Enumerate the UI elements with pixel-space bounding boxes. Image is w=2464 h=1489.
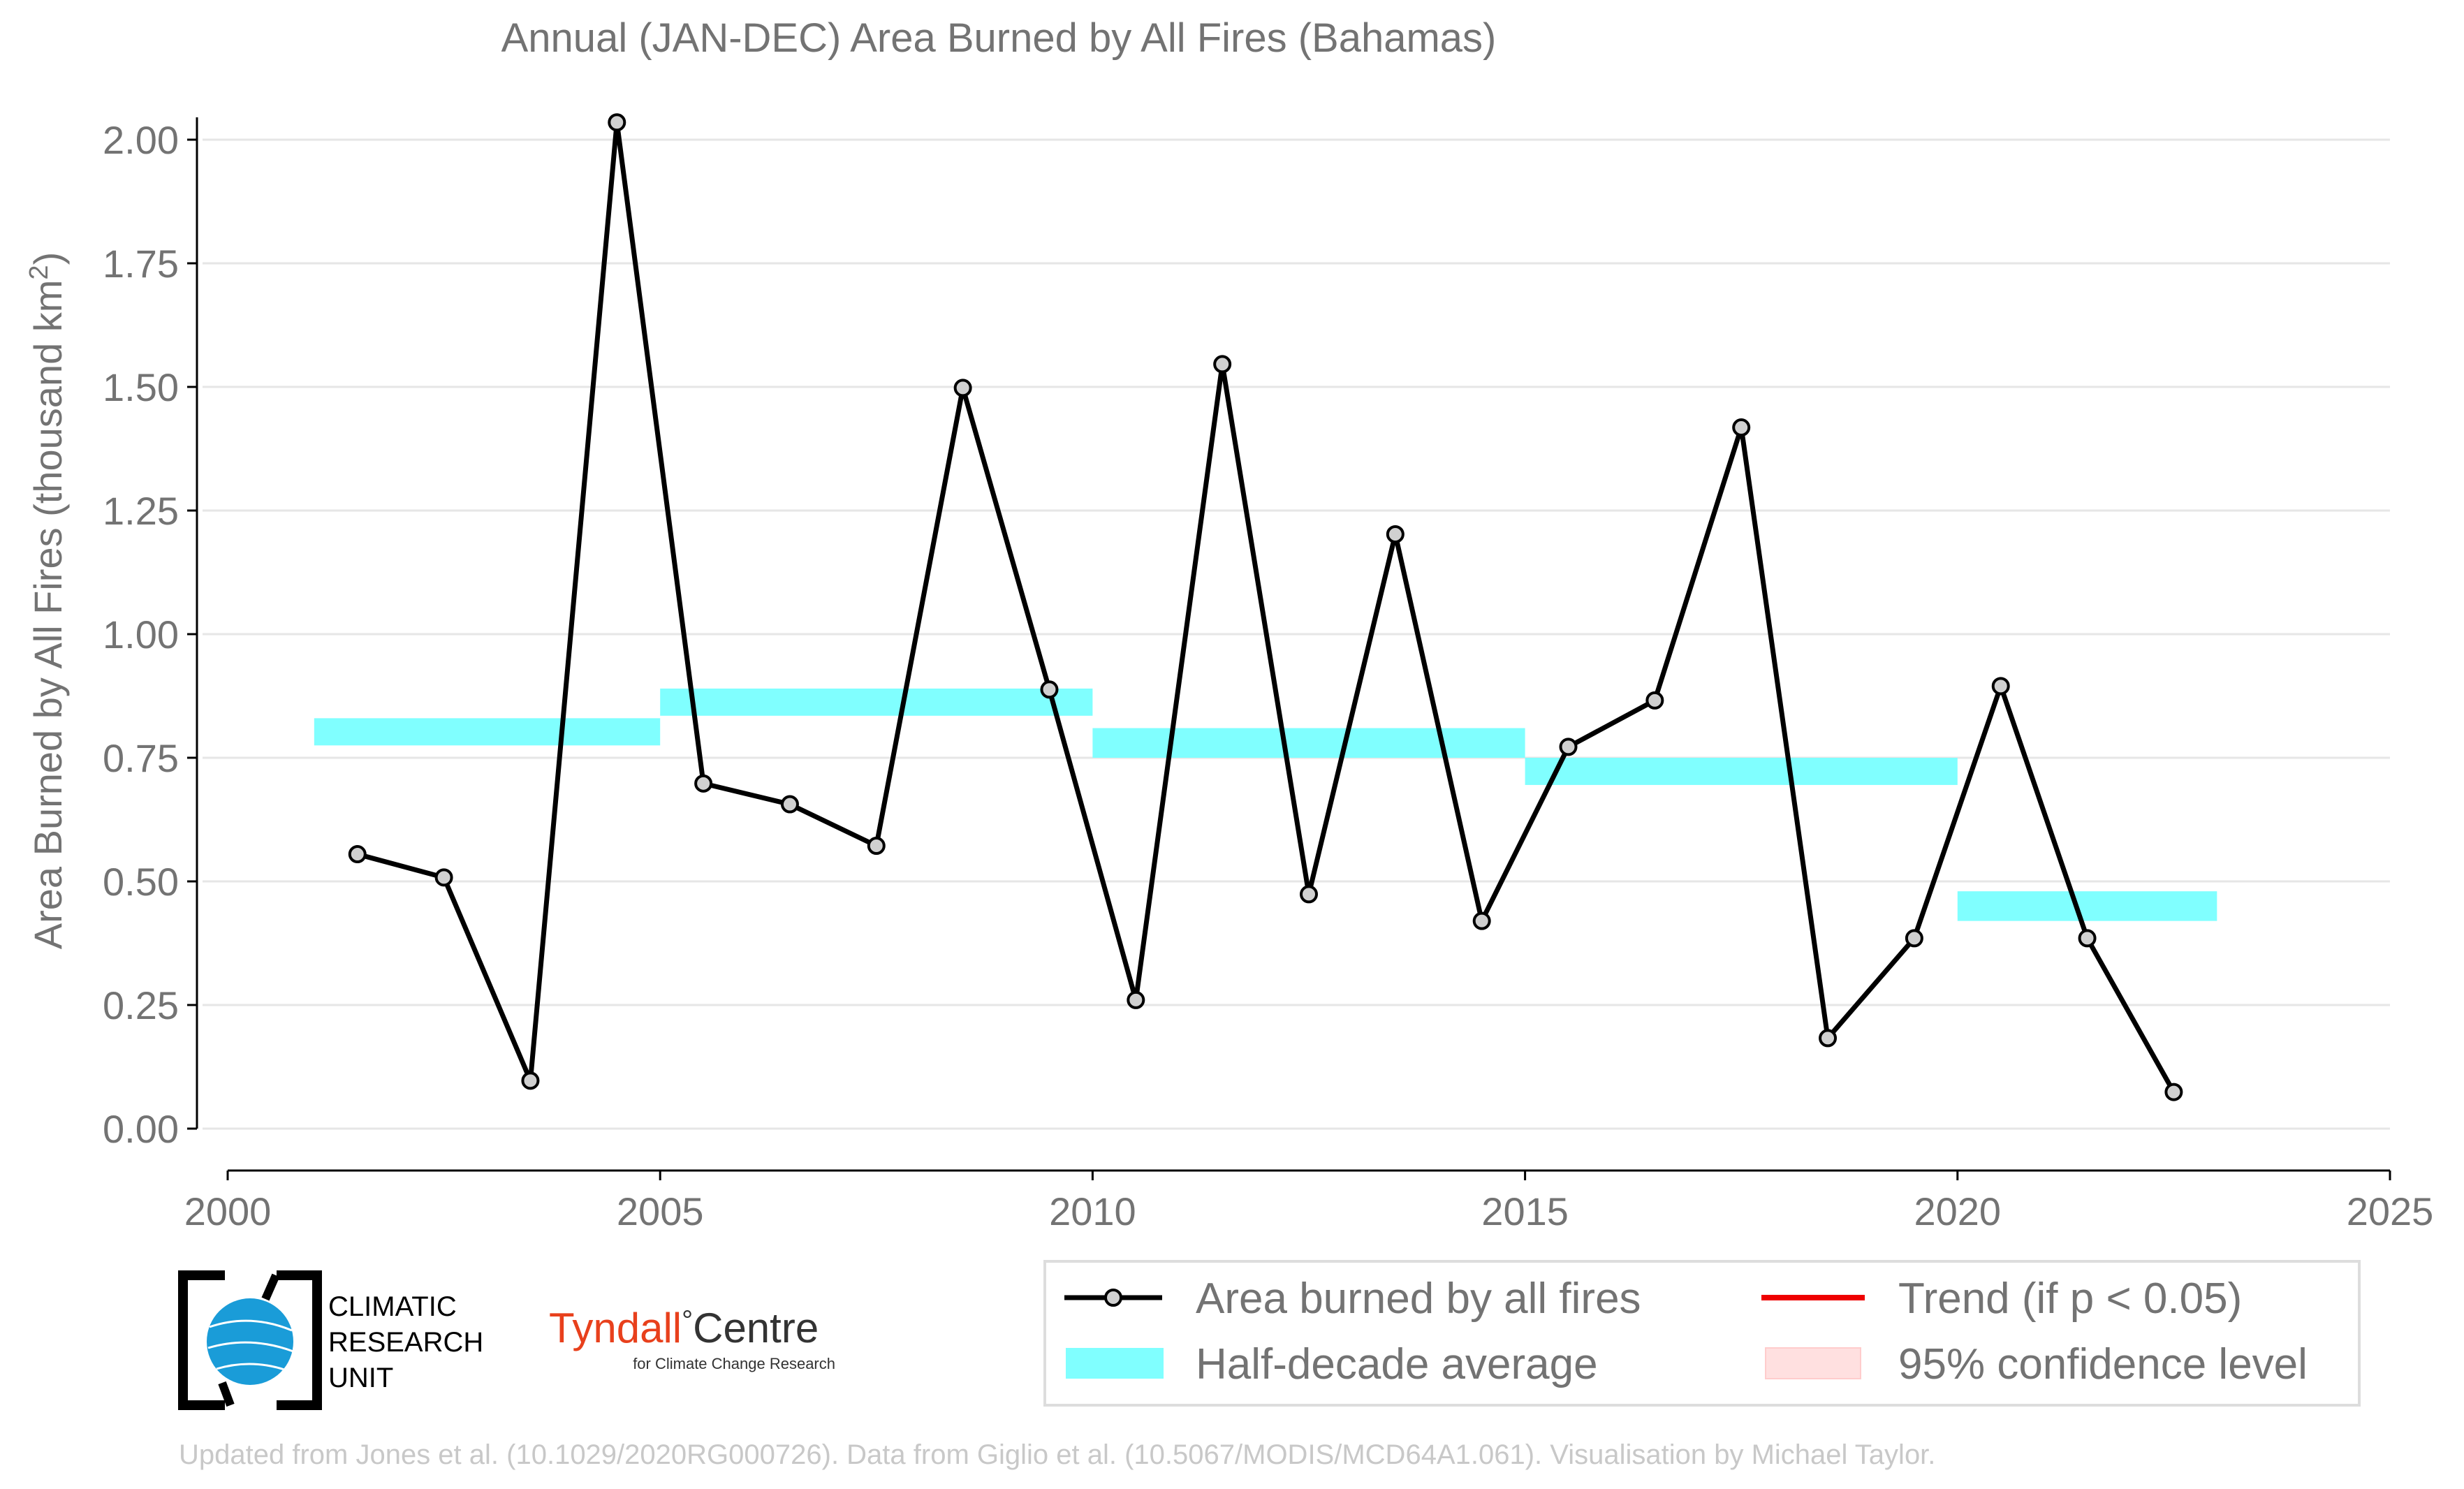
data-point [1386, 525, 1405, 543]
y-tick-label: 0.25 [103, 983, 179, 1027]
x-tick-label: 2000 [184, 1189, 272, 1233]
half-decade-bar [1525, 758, 1958, 785]
y-axis-title: Area Burned by All Fires (thousand km2) [24, 252, 70, 949]
y-tick-label: 1.75 [103, 242, 179, 286]
x-tick-label: 2025 [2347, 1189, 2434, 1233]
data-point [1213, 355, 1232, 374]
y-axis-title-close: ) [26, 252, 70, 265]
y-tick-label: 0.50 [103, 860, 179, 904]
half-decade-bar [1957, 891, 2217, 921]
y-axis-title-sup: 2 [24, 265, 54, 279]
data-point [1905, 929, 1923, 948]
data-point [434, 868, 453, 887]
data-point [694, 774, 713, 793]
data-point [1300, 885, 1318, 904]
data-point [1040, 680, 1059, 699]
legend-label-confidence: 95% confidence level [1898, 1340, 2308, 1388]
data-point [780, 795, 799, 814]
data-point [953, 379, 972, 397]
tyndall-degree: ° [682, 1305, 693, 1336]
y-tick-label: 1.00 [103, 613, 179, 657]
legend-ci-swatch [1765, 1347, 1861, 1379]
y-tick-label: 1.50 [103, 365, 179, 409]
data-point [1559, 738, 1578, 756]
cru-line-1: CLIMATIC [328, 1291, 457, 1322]
svg-text:Tyndall°Centre: Tyndall°Centre [549, 1305, 819, 1351]
legend-label-trend: Trend (if p < 0.05) [1898, 1275, 2242, 1323]
legend-label-area-burned: Area burned by all fires [1196, 1275, 1641, 1323]
data-point [1127, 990, 1145, 1009]
legend-label-half-decade: Half-decade average [1196, 1340, 1598, 1388]
cru-line-2: RESEARCH [328, 1327, 483, 1358]
gridlines [203, 138, 2390, 1130]
legend: Area burned by all fires Trend (if p < 0… [1043, 1260, 2361, 1407]
tyndall-logo: Tyndall°Centre for Climate Change Resear… [549, 1305, 835, 1372]
data-series [348, 113, 2183, 1101]
y-tick-label: 0.75 [103, 736, 179, 780]
data-point [1819, 1029, 1838, 1048]
tick-labels: 0.00 0.25 0.50 0.75 1.00 1.25 1.50 1.75 2.00 2000… [103, 118, 2433, 1233]
data-point [1991, 677, 2010, 696]
y-tick-label: 0.00 [103, 1107, 179, 1151]
tyndall-centre: Centre [693, 1305, 819, 1351]
legend-box [1043, 1260, 2361, 1407]
cru-line-3: UNIT [328, 1363, 393, 1393]
data-point [521, 1071, 540, 1090]
data-point [608, 113, 626, 132]
data-point [1472, 911, 1491, 930]
legend-marker-swatch [1104, 1289, 1122, 1307]
cru-logo: CLIMATIC RESEARCH UNIT [178, 1270, 483, 1410]
tyndall-subtitle: for Climate Change Research [633, 1355, 835, 1372]
x-tick-label: 2005 [617, 1189, 704, 1233]
cru-bracket-right [277, 1270, 322, 1410]
data-point [2078, 929, 2097, 948]
data-point [1732, 418, 1751, 437]
y-tick-label: 1.25 [103, 489, 179, 533]
x-tick-label: 2015 [1481, 1189, 1569, 1233]
series-line [356, 119, 2176, 1094]
axes [187, 117, 2391, 1180]
data-point [867, 837, 886, 856]
y-tick-label: 2.00 [103, 118, 179, 162]
half-decade-bar [1092, 728, 1525, 758]
half-decade-bar [314, 718, 661, 746]
tyndall-name: Tyndall [549, 1305, 682, 1351]
legend-band-swatch [1066, 1348, 1164, 1379]
half-decade-bar [660, 688, 1093, 716]
half-decade-bands [314, 688, 2217, 921]
y-axis-title-main: Area Burned by All Fires (thousand km [26, 280, 70, 950]
credits: Updated from Jones et al. (10.1029/2020R… [179, 1439, 1935, 1470]
cru-bracket-left [178, 1270, 225, 1410]
x-tick-label: 2020 [1914, 1189, 2002, 1233]
chart-title: Annual (JAN-DEC) Area Burned by All Fire… [501, 15, 1497, 61]
data-point [348, 845, 367, 864]
x-tick-label: 2010 [1049, 1189, 1136, 1233]
data-point [1645, 691, 1664, 710]
data-point [2164, 1083, 2183, 1101]
